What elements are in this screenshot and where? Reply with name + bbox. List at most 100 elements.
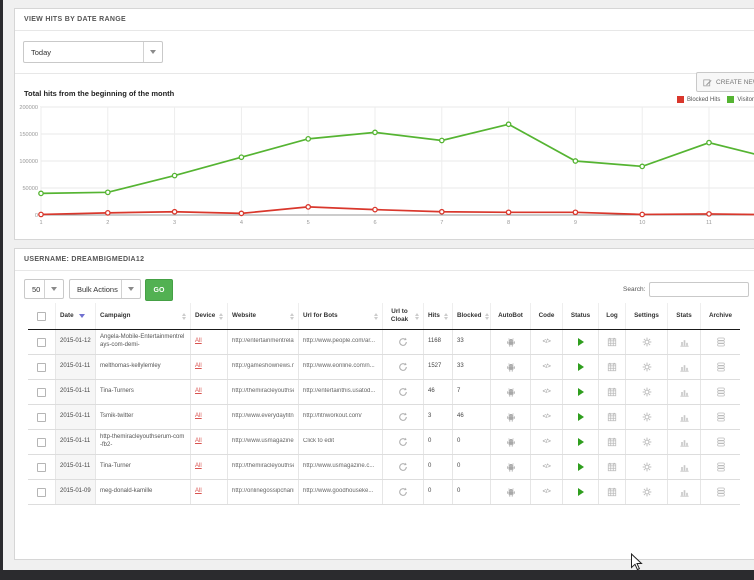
code-brackets-icon[interactable]: </>: [542, 462, 551, 470]
select-all-checkbox[interactable]: [37, 311, 46, 321]
device-all-link[interactable]: All: [195, 488, 202, 495]
database-icon[interactable]: [716, 412, 726, 422]
row-checkbox[interactable]: [37, 487, 46, 497]
android-robot-icon[interactable]: [506, 337, 516, 348]
row-checkbox[interactable]: [37, 462, 46, 472]
cell-date: 2015-01-12: [55, 330, 95, 354]
database-icon[interactable]: [716, 387, 726, 397]
calendar-icon[interactable]: [607, 487, 617, 497]
gear-icon[interactable]: [642, 412, 652, 422]
gear-icon[interactable]: [642, 337, 652, 347]
legend-swatch: [727, 96, 735, 103]
bar-chart-icon[interactable]: [679, 487, 690, 497]
refresh-icon[interactable]: [398, 462, 408, 472]
column-header-date[interactable]: Date: [55, 303, 95, 329]
code-brackets-icon[interactable]: </>: [542, 487, 551, 495]
create-new-campaign-button[interactable]: CREATE NEW CAMPAIGN: [696, 72, 754, 92]
database-icon[interactable]: [716, 462, 726, 472]
android-robot-icon[interactable]: [506, 362, 516, 373]
play-icon[interactable]: [577, 388, 584, 396]
android-robot-icon[interactable]: [506, 387, 516, 398]
legend-item: Blocked Hits: [677, 96, 720, 103]
cell-date: 2015-01-09: [55, 480, 95, 504]
database-icon[interactable]: [716, 437, 726, 447]
gear-icon[interactable]: [642, 362, 652, 372]
cell-campaign: http-themiracleyouthserum-com-fb2-: [95, 430, 190, 454]
calendar-icon[interactable]: [607, 387, 617, 397]
bulk-actions-value: Bulk Actions: [77, 284, 118, 294]
database-icon[interactable]: [716, 362, 726, 372]
device-all-link[interactable]: All: [195, 363, 202, 370]
row-checkbox[interactable]: [37, 337, 46, 347]
play-icon[interactable]: [577, 413, 584, 421]
bar-chart-icon[interactable]: [679, 412, 690, 422]
refresh-icon[interactable]: [398, 387, 408, 397]
calendar-icon[interactable]: [607, 437, 617, 447]
go-button[interactable]: GO: [145, 279, 173, 301]
log-cell: [598, 430, 625, 454]
bar-chart-icon[interactable]: [679, 362, 690, 372]
refresh-icon[interactable]: [398, 412, 408, 422]
calendar-icon[interactable]: [607, 462, 617, 472]
column-header-hits[interactable]: Hits: [423, 303, 452, 329]
svg-text:6: 6: [373, 220, 376, 226]
android-robot-icon[interactable]: [506, 437, 516, 448]
row-checkbox[interactable]: [37, 437, 46, 447]
column-header-url_to_cloak[interactable]: Url to Cloak: [382, 303, 423, 329]
column-header-campaign[interactable]: Campaign: [95, 303, 190, 329]
panel-title-username: USERNAME: DREAMBIGMEDIA12: [15, 249, 754, 271]
bulk-actions-select[interactable]: Bulk Actions: [69, 279, 141, 299]
cell-url-for-bots: http://entertainthis.usatod...: [303, 388, 376, 395]
calendar-icon[interactable]: [607, 362, 617, 372]
database-icon[interactable]: [716, 487, 726, 497]
page-size-select[interactable]: 50: [24, 279, 64, 299]
gear-icon[interactable]: [642, 387, 652, 397]
sort-icon: [287, 312, 294, 320]
refresh-icon[interactable]: [398, 487, 408, 497]
date-range-select[interactable]: Today: [23, 41, 163, 63]
code-brackets-icon[interactable]: </>: [542, 362, 551, 370]
android-robot-icon[interactable]: [506, 487, 516, 498]
play-icon[interactable]: [577, 438, 584, 446]
gear-icon[interactable]: [642, 437, 652, 447]
bar-chart-icon[interactable]: [679, 437, 690, 447]
cell-date: 2015-01-11: [55, 355, 95, 379]
play-icon[interactable]: [577, 338, 584, 346]
row-checkbox[interactable]: [37, 412, 46, 422]
cell-website: http://www.everydayfitnes...: [232, 413, 294, 420]
calendar-icon[interactable]: [607, 412, 617, 422]
code-brackets-icon[interactable]: </>: [542, 437, 551, 445]
android-robot-icon[interactable]: [506, 462, 516, 473]
refresh-icon[interactable]: [398, 437, 408, 447]
device-all-link[interactable]: All: [195, 413, 202, 420]
device-all-link[interactable]: All: [195, 438, 202, 445]
row-checkbox[interactable]: [37, 387, 46, 397]
column-header-device[interactable]: Device: [190, 303, 227, 329]
device-all-link[interactable]: All: [195, 463, 202, 470]
android-robot-icon[interactable]: [506, 412, 516, 423]
refresh-icon[interactable]: [398, 337, 408, 347]
calendar-icon[interactable]: [607, 337, 617, 347]
database-icon[interactable]: [716, 337, 726, 347]
search-input[interactable]: [649, 282, 750, 297]
gear-icon[interactable]: [642, 462, 652, 472]
refresh-icon[interactable]: [398, 362, 408, 372]
bar-chart-icon[interactable]: [679, 337, 690, 347]
column-header-website[interactable]: Website: [227, 303, 298, 329]
play-icon[interactable]: [577, 488, 584, 496]
code-brackets-icon[interactable]: </>: [542, 387, 551, 395]
svg-text:1: 1: [39, 220, 42, 226]
column-header-url_for_bots[interactable]: Url for Bots: [298, 303, 382, 329]
code-brackets-icon[interactable]: </>: [542, 412, 551, 420]
play-icon[interactable]: [577, 463, 584, 471]
column-header-blocked[interactable]: Blocked: [452, 303, 490, 329]
bar-chart-icon[interactable]: [679, 387, 690, 397]
play-icon[interactable]: [577, 363, 584, 371]
bar-chart-icon[interactable]: [679, 462, 690, 472]
status-cell: [562, 380, 598, 404]
device-all-link[interactable]: All: [195, 338, 202, 345]
code-brackets-icon[interactable]: </>: [542, 337, 551, 345]
gear-icon[interactable]: [642, 487, 652, 497]
device-all-link[interactable]: All: [195, 388, 202, 395]
row-checkbox[interactable]: [37, 362, 46, 372]
